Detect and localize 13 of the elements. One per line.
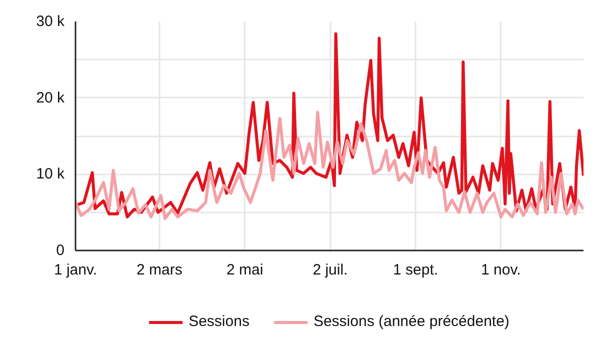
legend-label: Sessions xyxy=(188,313,250,330)
x-tick-label: 1 nov. xyxy=(481,262,521,278)
x-tick-label: 2 mai xyxy=(226,262,264,278)
y-tick-label: 0 xyxy=(56,242,64,259)
line-series xyxy=(76,110,584,220)
x-tick-label: 2 juil. xyxy=(312,262,348,278)
y-tick-label: 30 k xyxy=(36,13,65,30)
legend-label: Sessions (année précédente) xyxy=(313,313,510,330)
x-tick-label: 2 mars xyxy=(136,262,182,278)
y-tick-label: 20 k xyxy=(36,89,65,106)
y-tick-label: 10 k xyxy=(36,166,65,183)
x-tick-label: 1 sept. xyxy=(393,262,438,278)
x-tick-label: 1 janv. xyxy=(54,262,98,278)
